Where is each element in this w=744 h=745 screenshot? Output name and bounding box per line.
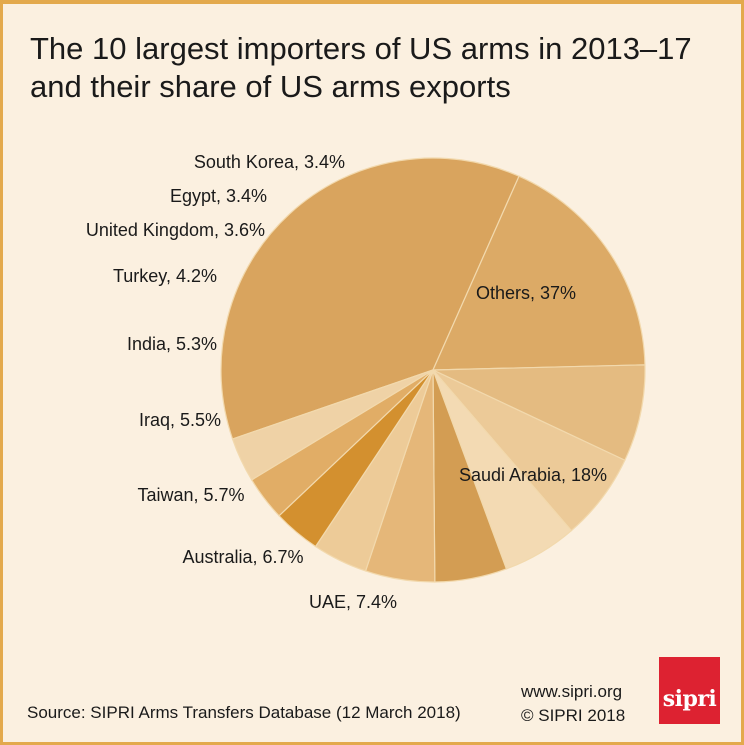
slice-label-turkey: Turkey, 4.2% [113, 266, 217, 286]
pie-labels: Others, 37% Saudi Arabia, 18% UAE, 7.4% Aus… [86, 152, 607, 612]
website-link[interactable]: www.sipri.org [521, 682, 623, 701]
slice-label-south-korea: South Korea, 3.4% [194, 152, 345, 172]
pie-slice-uae [432, 364, 646, 462]
chart-title-line-2: and their share of US arms exports [30, 69, 511, 104]
slice-label-uae: UAE, 7.4% [309, 592, 397, 612]
slice-label-iraq: Iraq, 5.5% [139, 410, 221, 430]
slice-label-india: India, 5.3% [127, 334, 217, 354]
chart-title: The 10 largest importers of US arms in 2… [30, 30, 710, 106]
sipri-logo: sipri [659, 657, 720, 724]
source-note: Source: SIPRI Arms Transfers Database (1… [27, 703, 461, 722]
slice-label-united-kingdom: United Kingdom, 3.6% [86, 220, 265, 240]
pie-slices [220, 157, 646, 583]
slice-label-taiwan: Taiwan, 5.7% [137, 485, 244, 505]
pie-chart: Others, 37% Saudi Arabia, 18% UAE, 7.4% Aus… [86, 152, 646, 612]
chart-title-line-1: The 10 largest importers of US arms in 2… [30, 31, 692, 66]
pie-slice-saudi-arabia [432, 175, 646, 371]
slice-label-egypt: Egypt, 3.4% [170, 186, 267, 206]
publisher-info: www.sipri.org © SIPRI 2018 [521, 680, 625, 728]
slice-label-others: Others, 37% [476, 283, 576, 303]
slice-label-saudi-arabia: Saudi Arabia, 18% [459, 465, 607, 485]
pie-slice-others [220, 157, 520, 440]
slice-label-australia: Australia, 6.7% [182, 547, 303, 567]
pie-slice-south-korea [231, 369, 434, 481]
copyright-text: © SIPRI 2018 [521, 706, 626, 725]
